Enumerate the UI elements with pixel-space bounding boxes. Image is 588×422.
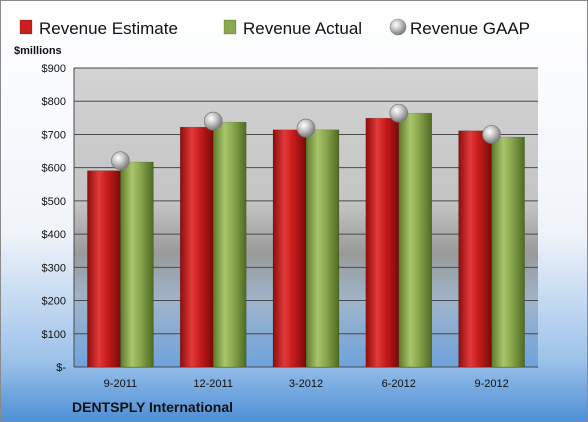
marker-revenue-gaap	[482, 125, 501, 144]
marker-revenue-gaap	[296, 118, 316, 138]
y-tick-label: $900	[42, 63, 66, 75]
legend-item: Revenue Estimate	[19, 19, 178, 38]
gaap-markers	[111, 103, 501, 171]
marker-revenue-gaap	[389, 103, 409, 123]
x-tick-label: 6-2012	[382, 378, 416, 390]
x-axis-ticks: 9-2011 12-2011 3-2012 6-2012 9-2012	[104, 378, 509, 390]
x-tick-label: 12-2011	[193, 378, 233, 390]
bar-revenue-actual	[398, 112, 433, 368]
y-tick-label: $400	[42, 229, 66, 241]
x-tick-label: 3-2012	[289, 378, 323, 390]
company-name: DENTSPLY International	[72, 399, 233, 415]
y-tick-label: $800	[42, 96, 66, 108]
legend-swatch	[19, 19, 33, 35]
bar-revenue-actual	[212, 121, 247, 368]
bar-revenue-estimate	[179, 126, 214, 368]
bar-revenue-estimate	[87, 170, 121, 368]
x-tick-label: 9-2012	[474, 378, 508, 390]
y-axis-ticks: $- $100 $200 $300 $400 $500 $600 $700 $800 $900	[42, 63, 67, 374]
y-axis-unit-label: $millions	[14, 45, 62, 57]
bar-revenue-actual	[491, 136, 525, 368]
y-tick-label: $-	[56, 362, 66, 374]
bar-revenue-estimate	[365, 117, 400, 368]
marker-revenue-gaap	[203, 111, 223, 131]
legend-swatch	[389, 18, 407, 36]
y-tick-label: $100	[42, 329, 66, 341]
legend-label: Revenue Estimate	[39, 19, 178, 38]
y-tick-label: $200	[42, 296, 66, 308]
legend-swatch	[223, 19, 237, 35]
legend-label: Revenue GAAP	[410, 19, 530, 38]
bar-revenue-actual	[305, 129, 340, 368]
y-tick-label: $600	[42, 163, 66, 175]
y-tick-label: $700	[42, 129, 66, 141]
bar-revenue-actual	[120, 161, 154, 368]
marker-revenue-gaap	[111, 151, 130, 171]
legend-item: Revenue GAAP	[389, 18, 530, 38]
y-tick-label: $500	[42, 196, 66, 208]
y-tick-label: $300	[42, 262, 66, 274]
legend: Revenue Estimate Revenue Actual Revenue GA…	[19, 18, 530, 38]
bar-revenue-estimate	[458, 130, 492, 368]
legend-item: Revenue Actual	[223, 19, 362, 38]
bar-revenue-estimate	[272, 129, 307, 368]
x-tick-label: 9-2011	[104, 378, 137, 390]
legend-label: Revenue Actual	[243, 19, 362, 38]
bars	[87, 112, 525, 368]
